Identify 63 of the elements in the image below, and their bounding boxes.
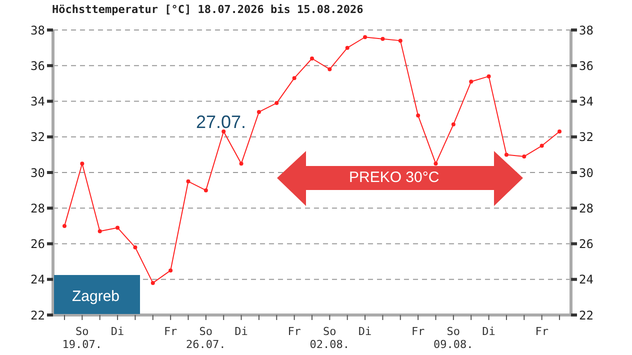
point — [416, 114, 420, 118]
x-tick-label: So 02.08. — [310, 325, 350, 351]
point — [274, 101, 279, 106]
x-tick-label: So 26.07. — [186, 325, 226, 351]
y-tick-label: 28 — [30, 201, 45, 216]
y2-tick-label: 32 — [579, 130, 594, 144]
point — [116, 226, 120, 230]
x-tick-label: Fr — [288, 325, 302, 338]
y-tick-label: 36 — [30, 58, 45, 73]
x-tick-label: Fr — [164, 325, 178, 338]
x-tick-label: Di — [234, 325, 248, 338]
x-tick-label: Di — [482, 325, 496, 338]
point — [222, 130, 226, 134]
point — [522, 154, 526, 158]
chart-title: Höchsttemperatur [°C] 18.07.2026 bis 15.08.2026 — [52, 3, 364, 16]
y2-tick-label: 22 — [579, 308, 594, 322]
y-tick-label: 32 — [30, 130, 45, 144]
x-tick-label: Di — [110, 325, 124, 338]
point — [98, 229, 102, 234]
point — [133, 245, 138, 250]
y2-tick-label: 28 — [579, 201, 594, 216]
point — [398, 38, 402, 43]
y2-tick-label: 34 — [579, 94, 594, 109]
y-tick-label: 22 — [30, 308, 45, 322]
point — [380, 36, 385, 41]
point — [469, 80, 474, 84]
point — [328, 67, 332, 72]
point — [150, 280, 155, 285]
point — [486, 74, 491, 78]
point — [310, 56, 314, 60]
y2-tick-label: 24 — [579, 272, 594, 287]
point — [62, 224, 66, 228]
point — [168, 268, 173, 272]
point — [239, 162, 244, 166]
point — [80, 162, 84, 166]
y-tick-label: 30 — [30, 166, 45, 180]
y-tick-label: 38 — [30, 23, 45, 38]
point — [204, 188, 208, 192]
y-tick-label: 34 — [30, 94, 45, 109]
point — [345, 46, 350, 50]
point — [363, 35, 368, 40]
x-tick-label: Di — [358, 325, 372, 338]
y-tick-label: 24 — [30, 272, 45, 287]
point — [292, 76, 296, 80]
annotation: 27.07. — [196, 112, 246, 133]
y2-tick-label: 38 — [579, 23, 594, 38]
x-tick-label: Fr — [411, 325, 426, 338]
point — [558, 130, 562, 134]
point — [540, 144, 544, 148]
x-tick-label: Fr — [535, 325, 549, 338]
annotation: Zagreb — [72, 288, 120, 305]
y-tick-label: 26 — [30, 237, 45, 252]
x-tick-label: So 19.07. — [62, 325, 102, 351]
annotation: PREKO 30°C — [349, 169, 440, 186]
x-tick-label: So 09.08. — [434, 325, 474, 351]
point — [256, 110, 261, 114]
point — [434, 162, 438, 166]
point — [451, 122, 456, 126]
y2-tick-label: 36 — [579, 58, 594, 73]
point — [504, 152, 508, 157]
y2-tick-label: 26 — [579, 237, 594, 252]
y2-tick-label: 30 — [579, 166, 594, 180]
point — [186, 179, 190, 184]
